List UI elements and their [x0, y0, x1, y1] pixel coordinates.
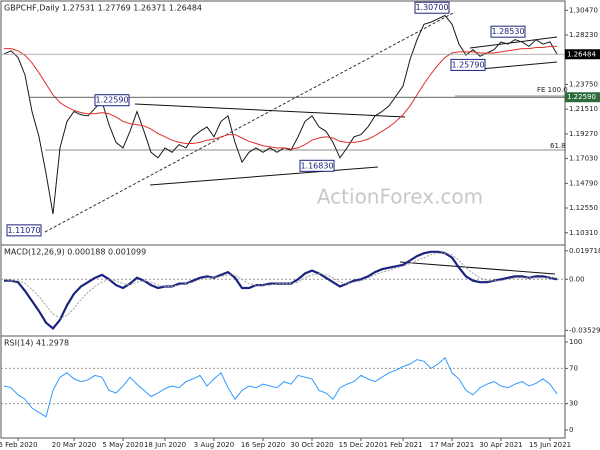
y-tick-label: 1.28230 [569, 31, 598, 39]
panel-title: MACD(12,26,9) 0.000188 0.001099 [4, 248, 146, 257]
y-tick-label: 1.23750 [569, 80, 598, 88]
panel-title: GBPCHF,Daily 1.27531 1.27769 1.26371 1.2… [4, 4, 202, 13]
trend-line [149, 166, 379, 186]
annotation-box [6, 224, 42, 237]
fib-label: FE 100.0 [537, 86, 568, 94]
price-level-box [565, 92, 600, 103]
x-tick-label: 30 Oct 2020 [290, 441, 333, 449]
x-tick-label: 15 Dec 2020 [339, 441, 384, 449]
annotation-label: 1.25790 [451, 60, 484, 69]
y-tick-label: 1.10310 [569, 229, 598, 237]
x-tick-label: 3 Aug 2020 [194, 441, 234, 449]
x-tick-label: 20 Mar 2020 [52, 441, 96, 449]
annotation-box [299, 159, 335, 172]
annotation-box [94, 94, 130, 107]
x-tick-label: 16 Sep 2020 [241, 441, 285, 449]
y-tick-label: 1.12550 [569, 204, 598, 212]
divergence-line [399, 261, 556, 275]
annotation-label: 1.30700 [415, 3, 448, 12]
watermark: ActionForex.com [317, 185, 483, 209]
price-level-box [565, 49, 600, 60]
annotation-box [450, 58, 486, 71]
y-tick-label: 1.17030 [569, 155, 598, 163]
annotation-label: 1.11070 [7, 226, 40, 235]
x-tick-label: 5 Feb 2020 [0, 441, 38, 449]
annotation-label: 1.16830 [300, 161, 333, 170]
y-tick-label: 100 [569, 338, 582, 346]
price-level-label: 1.22590 [567, 93, 596, 101]
annotation-box [414, 1, 450, 14]
rsi-panel [0, 335, 566, 439]
x-tick-label: 5 May 2020 [102, 441, 143, 449]
annotation-label: 1.22590 [95, 96, 128, 105]
y-tick-label: 1.21510 [569, 105, 598, 113]
series-line [3, 14, 558, 215]
x-tick-label: 1 Feb 2021 [383, 441, 422, 449]
series-line [3, 356, 558, 418]
y-tick-label: 1.30470 [569, 6, 598, 14]
trend-line [134, 103, 406, 118]
x-tick-label: 17 Mar 2021 [430, 441, 474, 449]
y-tick-label: 0 [569, 426, 573, 434]
x-tick-label: 18 Jun 2020 [144, 441, 186, 449]
y-tick-label: 0.00 [569, 275, 585, 283]
panel-title: RSI(14) 41.2978 [4, 339, 69, 348]
y-tick-label: 1.19270 [569, 130, 598, 138]
y-tick-label: 30 [569, 400, 578, 408]
trend-line [44, 11, 456, 233]
channel-line [469, 36, 558, 49]
y-tick-label: -0.035295 [569, 326, 600, 334]
y-tick-label: 0.019718 [569, 247, 600, 255]
x-tick-label: 15 Jun 2021 [529, 441, 571, 449]
fib-label: 61.8 [550, 142, 566, 150]
price-level-label: 1.26484 [567, 50, 596, 58]
y-tick-label: 1.14790 [569, 179, 598, 187]
annotation-box [490, 25, 526, 38]
series-line [3, 252, 557, 319]
macd-panel [0, 244, 566, 337]
y-tick-label: 70 [569, 364, 578, 372]
series-line [4, 250, 558, 331]
x-tick-label: 30 Apr 2021 [479, 441, 522, 449]
series-line [4, 45, 557, 150]
annotation-label: 1.28530 [491, 27, 524, 36]
